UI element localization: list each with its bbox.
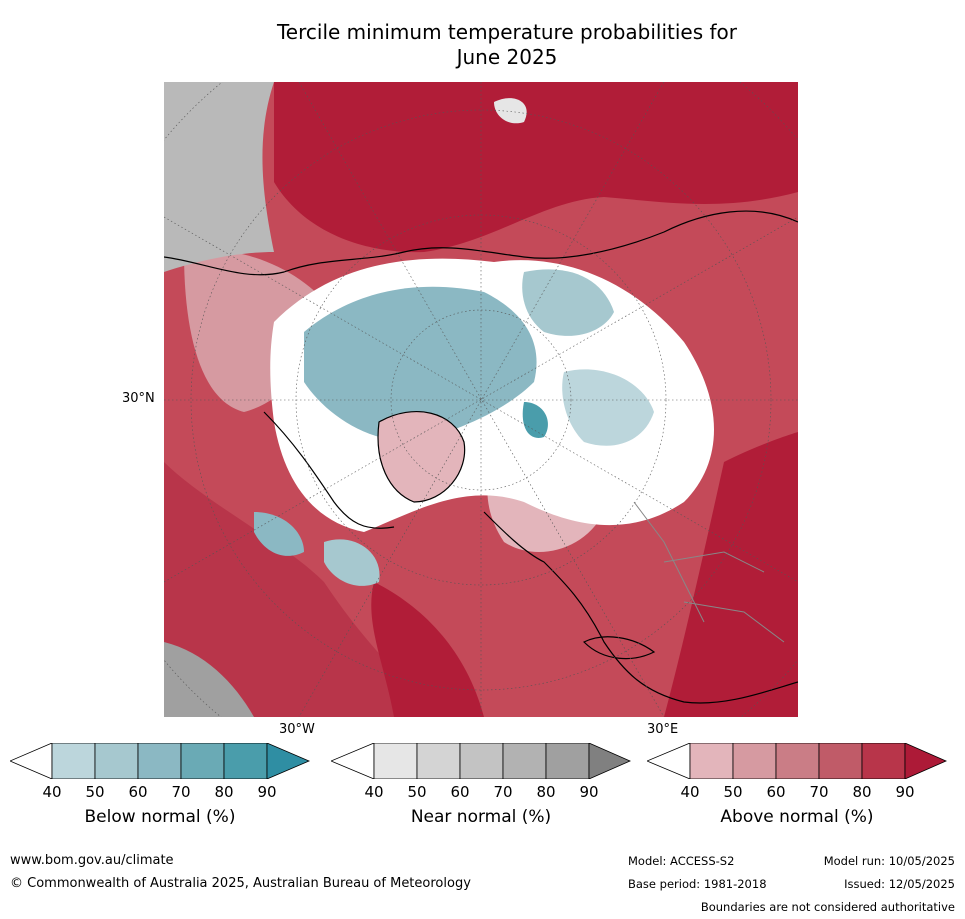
base-period: Base period: 1981-2018 xyxy=(628,877,767,891)
legend-near-normal: 40 50 60 70 80 90 Near normal (%) xyxy=(331,743,631,827)
legend-near-tick-40: 40 xyxy=(364,783,384,801)
region-blue-siberia xyxy=(522,269,614,336)
legend-below-tick-90: 90 xyxy=(257,783,277,801)
model-name: Model: ACCESS-S2 xyxy=(628,854,735,868)
coastline-canada xyxy=(263,411,395,529)
region-blue-pacific xyxy=(254,512,304,556)
legend-below-normal: 40 50 60 70 80 90 Below normal (%) xyxy=(10,743,310,827)
legend-near-arrow-left xyxy=(331,743,375,779)
legend-below-tick-70: 70 xyxy=(171,783,191,801)
legend-below-arrow-right xyxy=(266,743,310,779)
boundaries-disclaimer: Boundaries are not considered authoritat… xyxy=(700,900,955,914)
region-grey-small xyxy=(494,98,527,124)
region-asia-high xyxy=(664,432,798,717)
region-blue-dark xyxy=(522,402,548,438)
legend-near-swatch-1 xyxy=(373,743,418,779)
legend-above-swatch-2 xyxy=(732,743,777,779)
website-link[interactable]: www.bom.gov.au/climate xyxy=(10,853,174,868)
probability-map xyxy=(164,82,798,717)
model-run-date: Model run: 10/05/2025 xyxy=(823,854,955,868)
country-borders xyxy=(633,501,785,643)
legend-below-arrow-left xyxy=(10,743,53,779)
legend-above-swatch-1 xyxy=(689,743,734,779)
legend-above-swatch-3 xyxy=(775,743,820,779)
latitude-label-30n: 30°N xyxy=(122,391,155,406)
legend-near-swatch-2 xyxy=(416,743,461,779)
longitude-label-30w: 30°W xyxy=(279,722,315,737)
legend-near-caption: Near normal (%) xyxy=(410,807,552,827)
legend-above-arrow-left xyxy=(647,743,691,779)
legend-near-swatch-3 xyxy=(459,743,504,779)
legend-near-swatch-5 xyxy=(545,743,590,779)
legend-above-caption: Above normal (%) xyxy=(720,807,874,827)
legend-above-tick-50: 50 xyxy=(723,783,743,801)
legend-below-caption: Below normal (%) xyxy=(84,807,236,827)
legend-near-swatch-4 xyxy=(502,743,547,779)
region-blue-east xyxy=(562,369,654,446)
chart-title: Tercile minimum temperature probabilitie… xyxy=(160,20,854,70)
legend-below-swatch-3 xyxy=(137,743,182,779)
coastline-europe xyxy=(483,511,798,704)
region-blue-canada xyxy=(304,286,537,442)
legend-near-arrow-right xyxy=(588,743,631,779)
title-line-1: Tercile minimum temperature probabilitie… xyxy=(276,20,738,44)
issued-date: Issued: 12/05/2025 xyxy=(844,877,955,891)
legend-near-tick-70: 70 xyxy=(493,783,513,801)
map-svg xyxy=(164,82,798,717)
legend-above-normal: 40 50 60 70 80 90 Above normal (%) xyxy=(647,743,947,827)
title-line-2: June 2025 xyxy=(456,45,558,69)
legend-below-swatch-1 xyxy=(51,743,96,779)
legend-below-colorbar xyxy=(10,743,310,779)
legend-below-swatch-4 xyxy=(180,743,225,779)
legend-below-tick-60: 60 xyxy=(128,783,148,801)
legend-near-tick-90: 90 xyxy=(579,783,599,801)
legend-near-colorbar xyxy=(331,743,631,779)
region-blue-pacific-2 xyxy=(324,539,380,586)
legend-above-tick-80: 80 xyxy=(852,783,872,801)
legend-above-tick-70: 70 xyxy=(809,783,829,801)
legend-above-tick-60: 60 xyxy=(766,783,786,801)
greenland-outline xyxy=(377,411,466,503)
legend-below-swatch-2 xyxy=(94,743,139,779)
region-north-pacific-high xyxy=(274,82,798,253)
legend-below-swatch-5 xyxy=(223,743,268,779)
graticule xyxy=(164,82,798,717)
region-grey-pacific xyxy=(164,82,274,272)
coastline-mediterranean xyxy=(582,636,656,660)
legend-below-tick-40: 40 xyxy=(42,783,62,801)
legend-near-tick-50: 50 xyxy=(407,783,427,801)
region-mid-atlantic-high xyxy=(371,582,484,717)
legend-above-swatch-5 xyxy=(861,743,906,779)
legend-above-tick-90: 90 xyxy=(895,783,915,801)
copyright-text: © Commonwealth of Australia 2025, Austra… xyxy=(10,876,471,891)
legend-above-tick-40: 40 xyxy=(680,783,700,801)
coastline-north xyxy=(164,210,798,276)
legend-near-tick-80: 80 xyxy=(536,783,556,801)
region-grey-south xyxy=(164,642,254,717)
legend-above-arrow-right xyxy=(904,743,947,779)
longitude-label-30e: 30°E xyxy=(647,722,679,737)
legend-above-swatch-4 xyxy=(818,743,863,779)
legend-below-tick-80: 80 xyxy=(214,783,234,801)
legend-below-tick-50: 50 xyxy=(85,783,105,801)
region-atlantic-high xyxy=(164,462,444,717)
legend-above-colorbar xyxy=(647,743,947,779)
legend-near-tick-60: 60 xyxy=(450,783,470,801)
